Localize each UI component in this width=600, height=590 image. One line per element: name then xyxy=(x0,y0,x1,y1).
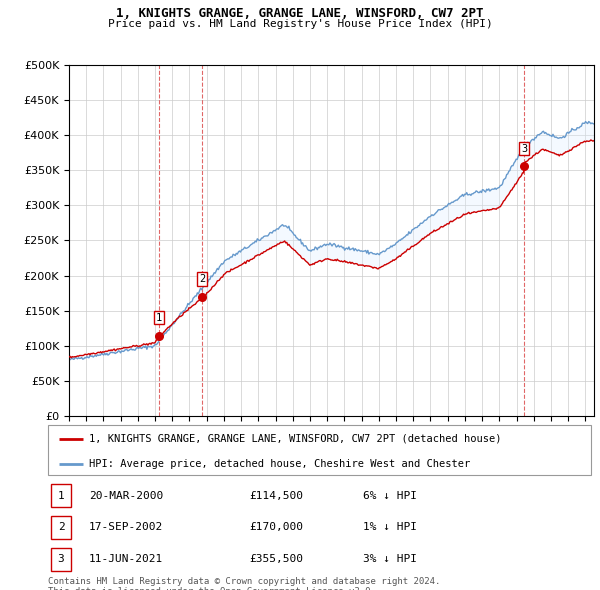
Text: 20-MAR-2000: 20-MAR-2000 xyxy=(89,491,163,500)
Text: £114,500: £114,500 xyxy=(249,491,303,500)
Text: 3: 3 xyxy=(58,555,64,564)
Text: 1: 1 xyxy=(156,313,162,323)
Text: 3: 3 xyxy=(521,144,527,154)
Text: 1, KNIGHTS GRANGE, GRANGE LANE, WINSFORD, CW7 2PT: 1, KNIGHTS GRANGE, GRANGE LANE, WINSFORD… xyxy=(116,7,484,20)
Bar xyxy=(51,548,71,571)
Text: 17-SEP-2002: 17-SEP-2002 xyxy=(89,523,163,532)
Text: 2: 2 xyxy=(199,274,205,284)
Text: Price paid vs. HM Land Registry's House Price Index (HPI): Price paid vs. HM Land Registry's House … xyxy=(107,19,493,29)
Text: Contains HM Land Registry data © Crown copyright and database right 2024.
This d: Contains HM Land Registry data © Crown c… xyxy=(48,577,440,590)
Text: 1: 1 xyxy=(58,491,64,500)
Bar xyxy=(51,516,71,539)
Text: 2: 2 xyxy=(58,523,64,532)
Bar xyxy=(51,484,71,507)
Text: 1% ↓ HPI: 1% ↓ HPI xyxy=(363,523,417,532)
Text: HPI: Average price, detached house, Cheshire West and Chester: HPI: Average price, detached house, Ches… xyxy=(89,459,470,469)
Text: 1, KNIGHTS GRANGE, GRANGE LANE, WINSFORD, CW7 2PT (detached house): 1, KNIGHTS GRANGE, GRANGE LANE, WINSFORD… xyxy=(89,434,501,444)
Text: 3% ↓ HPI: 3% ↓ HPI xyxy=(363,555,417,564)
Text: 6% ↓ HPI: 6% ↓ HPI xyxy=(363,491,417,500)
Text: £170,000: £170,000 xyxy=(249,523,303,532)
Text: £355,500: £355,500 xyxy=(249,555,303,564)
Text: 11-JUN-2021: 11-JUN-2021 xyxy=(89,555,163,564)
